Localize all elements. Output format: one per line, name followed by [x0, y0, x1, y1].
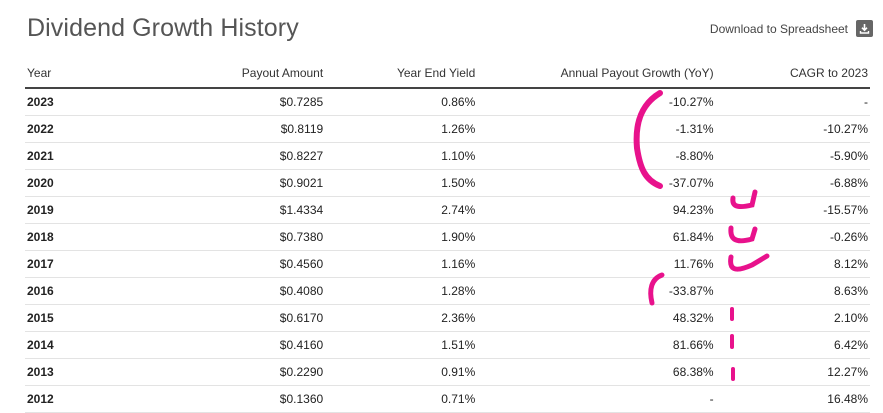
- cell-annual-payout-growth: 61.84%: [479, 223, 718, 251]
- cell-annual-payout-growth: -: [479, 385, 718, 413]
- cell-payout-amount: $0.7285: [89, 88, 328, 116]
- cell-year-end-yield: 2.74%: [327, 196, 480, 224]
- cell-payout-amount: $0.6170: [89, 304, 328, 332]
- cell-annual-payout-growth: -1.31%: [479, 115, 718, 143]
- column-header-cagr[interactable]: CAGR to 2023: [717, 59, 870, 89]
- cell-annual-payout-growth: 68.38%: [479, 358, 718, 386]
- cell-year: 2012: [25, 385, 90, 413]
- cell-year: 2022: [25, 115, 90, 143]
- cell-payout-amount: $0.8119: [89, 115, 328, 143]
- column-header-annual-payout-growth[interactable]: Annual Payout Growth (YoY): [479, 59, 718, 89]
- column-header-year[interactable]: Year: [25, 59, 90, 89]
- cell-year: 2021: [25, 142, 90, 170]
- cell-payout-amount: $0.9021: [89, 169, 328, 197]
- cell-cagr: -15.57%: [717, 196, 870, 224]
- cell-year: 2015: [25, 304, 90, 332]
- cell-year-end-yield: 0.71%: [327, 385, 480, 413]
- cell-payout-amount: $0.1360: [89, 385, 328, 413]
- cell-year-end-yield: 0.86%: [327, 88, 480, 116]
- column-header-payout-amount[interactable]: Payout Amount: [89, 59, 328, 89]
- table-row: 2016 $0.4080 1.28% -33.87% 8.63%: [25, 277, 870, 305]
- cell-payout-amount: $1.4334: [89, 196, 328, 224]
- table-row: 2018 $0.7380 1.90% 61.84% -0.26%: [25, 223, 870, 251]
- cell-year-end-yield: 1.90%: [327, 223, 480, 251]
- table-row: 2014 $0.4160 1.51% 81.66% 6.42%: [25, 331, 870, 359]
- cell-payout-amount: $0.4080: [89, 277, 328, 305]
- cell-cagr: 8.63%: [717, 277, 870, 305]
- cell-annual-payout-growth: 94.23%: [479, 196, 718, 224]
- download-label: Download to Spreadsheet: [709, 21, 848, 36]
- cell-year-end-yield: 1.16%: [327, 250, 480, 278]
- cell-year-end-yield: 1.50%: [327, 169, 480, 197]
- cell-cagr: 2.10%: [717, 304, 870, 332]
- table-row: 2017 $0.4560 1.16% 11.76% 8.12%: [25, 250, 870, 278]
- cell-annual-payout-growth: 81.66%: [479, 331, 718, 359]
- table-row: 2021 $0.8227 1.10% -8.80% -5.90%: [25, 142, 870, 170]
- cell-year-end-yield: 1.28%: [327, 277, 480, 305]
- cell-cagr: 8.12%: [717, 250, 870, 278]
- table-row: 2012 $0.1360 0.71% -16.48%: [25, 385, 870, 413]
- cell-year: 2017: [25, 250, 90, 278]
- table-row: 2015 $0.6170 2.36% 48.32% 2.10%: [25, 304, 870, 332]
- cell-year: 2020: [25, 169, 90, 197]
- cell-year: 2014: [25, 331, 90, 359]
- cell-payout-amount: $0.2290: [89, 358, 328, 386]
- cell-year-end-yield: 1.26%: [327, 115, 480, 143]
- cell-annual-payout-growth: -10.27%: [479, 88, 718, 116]
- cell-cagr: -5.90%: [717, 142, 870, 170]
- cell-year: 2013: [25, 358, 90, 386]
- cell-cagr: -10.27%: [717, 115, 870, 143]
- table-row: 2013 $0.2290 0.91% 68.38% 12.27%: [25, 358, 870, 386]
- cell-annual-payout-growth: -8.80%: [479, 142, 718, 170]
- cell-year: 2016: [25, 277, 90, 305]
- cell-year-end-yield: 1.10%: [327, 142, 480, 170]
- table-row: 2020 $0.9021 1.50% -37.07% -6.88%: [25, 169, 870, 197]
- cell-payout-amount: $0.7380: [89, 223, 328, 251]
- cell-cagr: -6.88%: [717, 169, 870, 197]
- cell-cagr: -0.26%: [717, 223, 870, 251]
- cell-year-end-yield: 1.51%: [327, 331, 480, 359]
- cell-cagr: 6.42%: [717, 331, 870, 359]
- dividend-history-table: Year Payout Amount Year End Yield Annual…: [25, 59, 870, 413]
- cell-payout-amount: $0.4560: [89, 250, 328, 278]
- cell-year: 2019: [25, 196, 90, 224]
- cell-annual-payout-growth: -37.07%: [479, 169, 718, 197]
- cell-year-end-yield: 0.91%: [327, 358, 480, 386]
- cell-cagr: 12.27%: [717, 358, 870, 386]
- cell-payout-amount: $0.8227: [89, 142, 328, 170]
- cell-annual-payout-growth: 48.32%: [479, 304, 718, 332]
- download-spreadsheet-button[interactable]: Download to Spreadsheet: [710, 20, 873, 37]
- table-row: 2022 $0.8119 1.26% -1.31% -10.27%: [25, 115, 870, 143]
- cell-year: 2018: [25, 223, 90, 251]
- table-header-row: Year Payout Amount Year End Yield Annual…: [25, 59, 870, 89]
- cell-annual-payout-growth: -33.87%: [479, 277, 718, 305]
- page-title: Dividend Growth History: [27, 14, 299, 42]
- cell-year: 2023: [25, 88, 90, 116]
- cell-cagr: -: [717, 88, 870, 116]
- cell-payout-amount: $0.4160: [89, 331, 328, 359]
- column-header-year-end-yield[interactable]: Year End Yield: [327, 59, 480, 89]
- table-row: 2019 $1.4334 2.74% 94.23% -15.57%: [25, 196, 870, 224]
- cell-annual-payout-growth: 11.76%: [479, 250, 718, 278]
- cell-cagr: 16.48%: [717, 385, 870, 413]
- download-icon: [856, 20, 873, 37]
- cell-year-end-yield: 2.36%: [327, 304, 480, 332]
- table-row: 2023 $0.7285 0.86% -10.27% -: [25, 88, 870, 116]
